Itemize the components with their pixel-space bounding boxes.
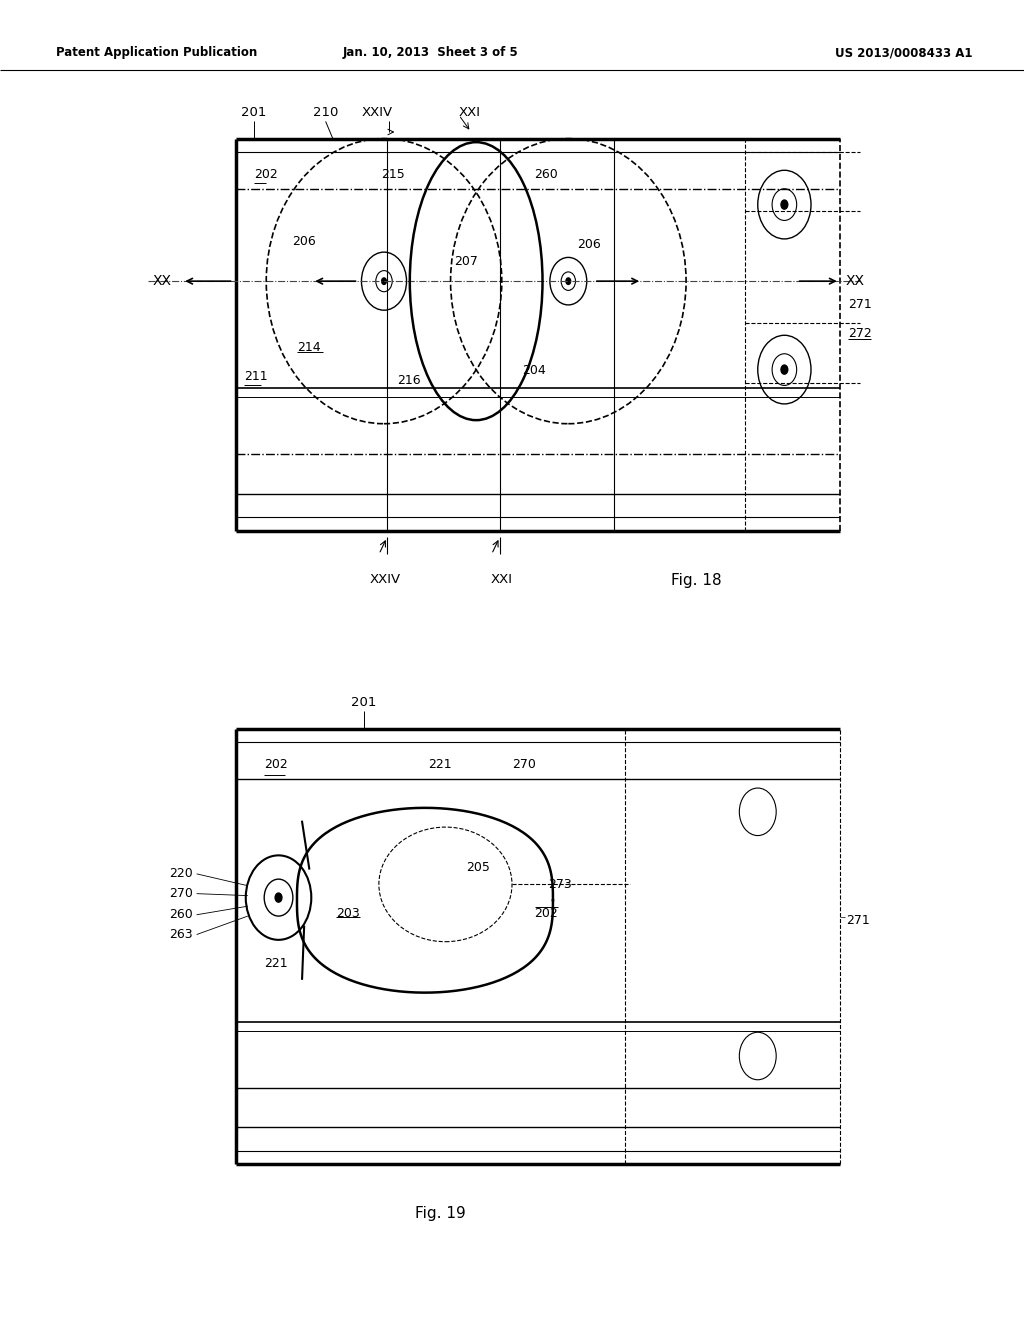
Text: 221: 221	[428, 758, 452, 771]
Text: Fig. 19: Fig. 19	[415, 1206, 466, 1221]
Text: 206: 206	[577, 238, 601, 251]
Text: 221: 221	[264, 957, 288, 970]
Text: 220: 220	[169, 867, 193, 880]
Circle shape	[780, 199, 788, 210]
Circle shape	[381, 277, 387, 285]
Text: US 2013/0008433 A1: US 2013/0008433 A1	[836, 46, 973, 59]
Text: XXIV: XXIV	[370, 573, 400, 586]
Text: 270: 270	[169, 887, 193, 900]
Text: 202: 202	[535, 907, 558, 920]
Text: 260: 260	[169, 908, 193, 921]
Text: 202: 202	[254, 168, 278, 181]
Text: XXI: XXI	[459, 106, 480, 119]
Text: 206: 206	[292, 235, 316, 248]
Circle shape	[780, 364, 788, 375]
Text: 260: 260	[535, 168, 558, 181]
Text: 273: 273	[548, 878, 571, 891]
Text: 207: 207	[454, 255, 478, 268]
Text: 272: 272	[848, 327, 871, 341]
Text: 210: 210	[313, 106, 338, 119]
Text: 204: 204	[522, 364, 546, 378]
Text: XX: XX	[153, 275, 171, 288]
Text: Patent Application Publication: Patent Application Publication	[56, 46, 258, 59]
Text: 216: 216	[397, 374, 421, 387]
Text: Jan. 10, 2013  Sheet 3 of 5: Jan. 10, 2013 Sheet 3 of 5	[342, 46, 518, 59]
Text: 205: 205	[466, 861, 489, 874]
Text: 202: 202	[264, 758, 288, 771]
Text: Fig. 18: Fig. 18	[671, 573, 722, 587]
Text: 201: 201	[351, 696, 376, 709]
Text: 201: 201	[242, 106, 266, 119]
Text: 215: 215	[381, 168, 404, 181]
Text: 271: 271	[848, 298, 871, 312]
Text: 211: 211	[244, 370, 267, 383]
Circle shape	[274, 892, 283, 903]
Text: XX: XX	[846, 275, 864, 288]
Circle shape	[565, 277, 571, 285]
Text: XXI: XXI	[490, 573, 513, 586]
Text: 263: 263	[169, 928, 193, 941]
Text: 270: 270	[512, 758, 536, 771]
Text: 271: 271	[846, 913, 869, 927]
Text: 203: 203	[336, 907, 360, 920]
Text: XXIV: XXIV	[361, 106, 392, 119]
Text: 214: 214	[297, 341, 322, 354]
